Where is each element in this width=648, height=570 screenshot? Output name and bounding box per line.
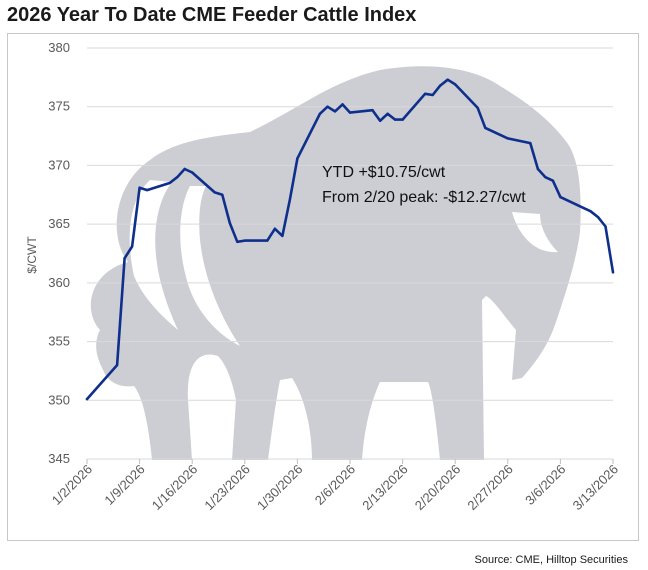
data-point [213,191,216,194]
data-point [341,103,344,106]
x-tick-label: 3/6/2026 [522,462,568,508]
data-point [266,239,269,242]
x-tick-label: 2/20/2026 [412,462,464,514]
data-point [506,137,509,140]
bison-highlights [129,180,558,346]
data-point [175,175,179,179]
y-tick-label: 350 [48,392,70,407]
data-point [130,245,134,248]
y-tick-label: 365 [48,216,70,231]
data-point [581,206,585,209]
data-point [454,83,457,86]
data-point [378,119,382,123]
data-point [318,112,322,115]
annotation-ytd: YTD +$10.75/cwt [322,164,446,181]
data-point [491,130,494,133]
y-tick-label: 375 [48,99,70,114]
y-axis: 345 350 355 360 365 370 375 380 [48,40,70,466]
x-tick-label: 1/2/2026 [49,462,95,508]
data-point [393,118,397,121]
data-point [296,157,299,160]
data-point [348,111,352,114]
data-point [243,239,246,242]
x-tick-label: 3/13/2026 [570,462,622,514]
data-point [115,363,119,367]
data-point [191,171,194,174]
data-point [138,186,141,189]
data-point [596,215,600,219]
data-point [604,225,607,228]
data-point [386,112,389,115]
data-point [544,175,547,179]
y-tick-label: 345 [48,451,70,466]
x-axis: 1/2/2026 1/9/2026 1/16/2026 1/23/2026 1/30/2… [49,459,621,513]
data-point [536,167,540,171]
data-point [85,397,89,401]
data-point [476,106,479,110]
data-point [551,179,555,182]
annotation-peak: From 2/20 peak: -$12.27/cwt [322,189,526,206]
data-point [145,188,149,192]
data-point [371,109,374,112]
data-point [326,105,329,108]
source-note: Source: CME, Hilltop Securities [474,554,628,566]
data-point [273,227,277,231]
series-layer [85,78,615,401]
data-point [333,110,337,113]
data-point [236,240,239,243]
series-line-feeder-cattle-index [85,78,615,401]
data-point [446,78,449,81]
data-point [401,118,404,121]
y-axis-label: $/CWT [25,236,39,274]
x-tick-label: 2/6/2026 [312,462,358,508]
chart-frame [7,33,639,541]
data-point [228,221,231,225]
x-tick-label: 1/30/2026 [254,462,306,514]
chart-title: 2026 Year To Date CME Feeder Cattle Inde… [7,4,417,26]
data-point [559,195,562,199]
data-point [529,141,532,145]
data-point [484,126,487,130]
x-tick-label: 2/13/2026 [359,462,411,514]
data-point [183,167,186,171]
data-point [288,198,292,201]
y-tick-label: 360 [48,275,70,290]
data-point [423,92,427,95]
y-tick-label: 370 [48,157,70,172]
data-point [281,234,284,238]
x-tick-label: 1/9/2026 [101,462,147,508]
x-tick-label: 1/16/2026 [149,462,201,514]
data-point [431,93,434,97]
data-point [221,193,224,196]
x-tick-label: 1/23/2026 [201,462,253,514]
y-tick-label: 380 [48,40,70,55]
data-point [589,210,592,213]
x-tick-label: 2/27/2026 [464,462,516,514]
data-point [499,133,502,137]
data-point [123,256,126,260]
y-tick-label: 355 [48,334,70,349]
bison-watermark-icon [90,66,581,460]
data-point [438,84,442,87]
data-point [168,181,171,185]
data-point [611,271,615,274]
